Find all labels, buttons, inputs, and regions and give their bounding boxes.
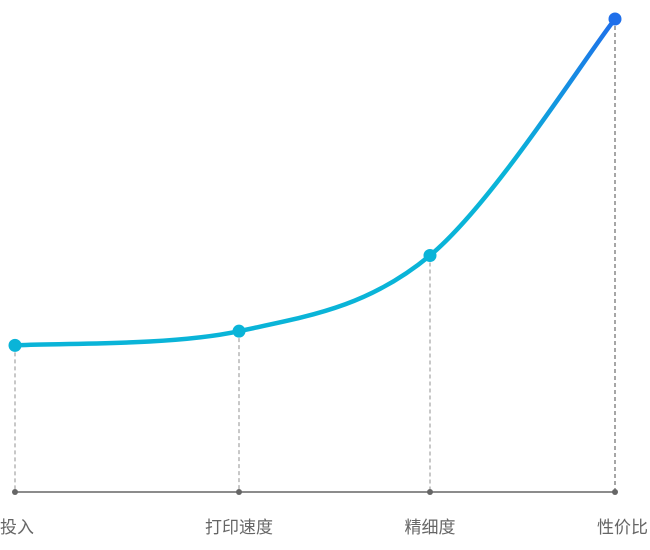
x-tick-label: 性价比 — [597, 518, 648, 538]
point — [8, 338, 22, 352]
point — [608, 12, 622, 26]
axis-dot — [236, 489, 242, 495]
x-tick-label: 投入 — [0, 518, 34, 538]
axis-dot — [427, 489, 433, 495]
axis-dot — [12, 489, 18, 495]
point — [423, 249, 437, 262]
point — [232, 324, 246, 338]
curve — [12, 16, 618, 348]
x-tick-label: 精细度 — [405, 518, 456, 538]
axis-dot — [612, 489, 618, 495]
x-tick-label: 打印速度 — [205, 518, 273, 538]
